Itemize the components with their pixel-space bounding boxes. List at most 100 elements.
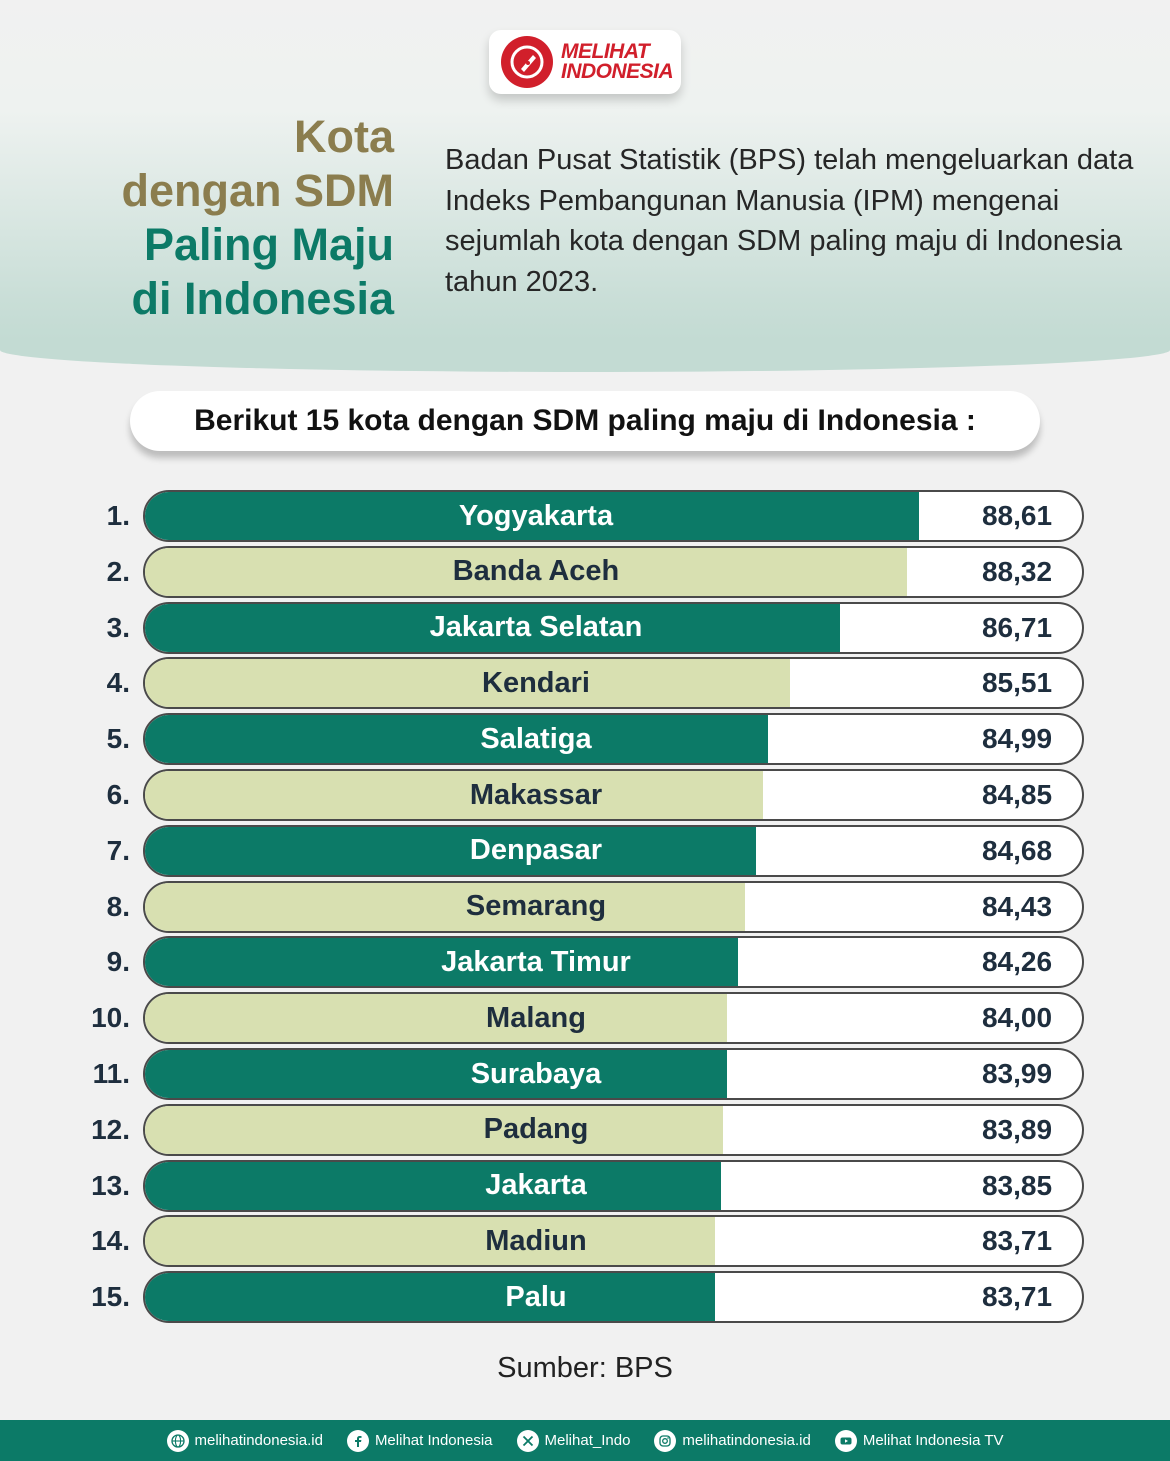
chart-row: 1. Yogyakarta 88,61 xyxy=(0,490,1170,542)
chart-row: 4. Kendari 85,51 xyxy=(0,657,1170,710)
brand-line-2: INDONESIA xyxy=(561,60,674,83)
value-label: 85,51 xyxy=(981,667,1053,699)
chart-row: 12. Padang 83,89 xyxy=(0,1103,1170,1156)
footer-link-label: Melihat Indonesia TV xyxy=(862,1432,1004,1449)
footer-link-label: Melihat_Indo xyxy=(544,1432,631,1449)
city-label: Jakarta Selatan xyxy=(429,611,643,644)
value-label: 84,43 xyxy=(981,890,1053,922)
value-label: 84,00 xyxy=(981,1002,1053,1034)
chart-row: 13. Jakarta 83,85 xyxy=(0,1159,1170,1212)
bar-track: Jakarta Selatan 86,71 xyxy=(143,601,1084,654)
bar xyxy=(145,771,763,819)
bar xyxy=(145,994,728,1043)
facebook-icon xyxy=(346,1429,369,1452)
rank-label: 13. xyxy=(91,1169,130,1201)
city-label: Surabaya xyxy=(470,1057,602,1090)
city-label: Denpasar xyxy=(469,834,603,867)
rank-label: 2. xyxy=(106,555,130,587)
bar-track: Jakarta Timur 84,26 xyxy=(143,936,1084,989)
rank-label: 10. xyxy=(91,1002,130,1034)
value-label: 83,89 xyxy=(981,1113,1053,1145)
source-note: Sumber: BPS xyxy=(497,1352,673,1384)
bar-track: Makassar 84,85 xyxy=(143,769,1084,821)
footer-link-label: melihatindonesia.id xyxy=(682,1432,811,1449)
city-label: Banda Aceh xyxy=(452,555,620,588)
bar xyxy=(145,659,791,708)
value-label: 83,71 xyxy=(981,1225,1053,1257)
footer-link-label: melihatindonesia.id xyxy=(194,1432,323,1449)
value-label: 88,32 xyxy=(981,555,1053,587)
bar xyxy=(145,492,919,540)
pen-nib-icon xyxy=(501,36,553,88)
youtube-icon xyxy=(834,1429,857,1452)
city-label: Jakarta Timur xyxy=(441,945,631,978)
chart-row: 11. Surabaya 83,99 xyxy=(0,1048,1170,1100)
title-line-2: dengan SDM xyxy=(121,165,394,216)
footer-link[interactable]: melihatindonesia.id xyxy=(166,1429,323,1452)
bar-track: Surabaya 83,99 xyxy=(143,1048,1084,1100)
value-label: 88,61 xyxy=(981,500,1053,531)
bar-track: Padang 83,89 xyxy=(143,1103,1084,1156)
value-label: 84,68 xyxy=(981,834,1053,866)
bar-track: Banda Aceh 88,32 xyxy=(143,545,1084,598)
bar-track: Semarang 84,43 xyxy=(143,880,1084,933)
city-label: Yogyakarta xyxy=(458,499,614,532)
footer-link-label: Melihat Indonesia xyxy=(374,1432,493,1449)
value-label: 83,71 xyxy=(981,1281,1053,1313)
chart-row: 9. Jakarta Timur 84,26 xyxy=(0,936,1170,989)
rank-label: 11. xyxy=(92,1058,130,1089)
bar-track: Madiun 83,71 xyxy=(143,1215,1084,1268)
rank-label: 12. xyxy=(91,1113,130,1145)
title-line-1: Kota xyxy=(294,111,394,162)
bar xyxy=(145,1161,722,1210)
bar xyxy=(145,1105,723,1154)
value-label: 84,85 xyxy=(981,779,1053,810)
bar xyxy=(145,938,739,987)
chart-subtitle: Berikut 15 kota dengan SDM paling maju d… xyxy=(130,391,1040,451)
bar-track: Salatiga 84,99 xyxy=(143,713,1084,766)
title-line-4: di Indonesia xyxy=(131,273,394,324)
rank-label: 14. xyxy=(91,1225,130,1257)
chart-subtitle-text: Berikut 15 kota dengan SDM paling maju d… xyxy=(194,404,976,437)
city-label: Madiun xyxy=(485,1224,587,1257)
intro-text: Badan Pusat Statistik (BPS) telah mengel… xyxy=(445,144,1134,298)
page-title: Kota dengan SDM Paling Maju di Indonesia xyxy=(34,110,394,326)
x-icon xyxy=(516,1429,539,1452)
value-label: 86,71 xyxy=(981,611,1053,643)
bar-track: Palu 83,71 xyxy=(143,1271,1084,1324)
value-label: 83,85 xyxy=(981,1169,1053,1201)
footer-link[interactable]: Melihat_Indo xyxy=(516,1429,631,1452)
instagram-icon xyxy=(654,1429,677,1452)
rank-label: 4. xyxy=(106,667,130,699)
bar xyxy=(145,715,769,764)
value-label: 84,26 xyxy=(981,946,1053,978)
city-label: Jakarta xyxy=(485,1169,587,1202)
bar xyxy=(145,603,840,652)
brand-wordmark: MELIHAT INDONESIA xyxy=(561,41,674,83)
footer-link[interactable]: melihatindonesia.id xyxy=(654,1429,811,1452)
rank-label: 9. xyxy=(106,946,130,978)
chart-row: 15. Palu 83,71 xyxy=(0,1271,1170,1324)
bar xyxy=(145,826,756,875)
bar xyxy=(145,1217,716,1266)
rank-label: 5. xyxy=(106,723,130,755)
rank-label: 8. xyxy=(106,890,130,922)
chart-row: 3. Jakarta Selatan 86,71 xyxy=(0,601,1170,654)
city-label: Semarang xyxy=(465,890,607,923)
chart-row: 6. Makassar 84,85 xyxy=(0,769,1170,821)
bar-track: Jakarta 83,85 xyxy=(143,1159,1084,1212)
bar-track: Denpasar 84,68 xyxy=(143,824,1084,877)
footer-link[interactable]: Melihat Indonesia TV xyxy=(834,1429,1004,1452)
social-footer: melihatindonesia.id Melihat Indonesia Meli… xyxy=(0,1420,1170,1461)
bar xyxy=(145,547,907,596)
chart-row: 8. Semarang 84,43 xyxy=(0,880,1170,933)
globe-icon xyxy=(166,1429,189,1452)
bar-track: Yogyakarta 88,61 xyxy=(143,490,1084,542)
chart-row: 10. Malang 84,00 xyxy=(0,992,1170,1045)
brand-logo[interactable]: MELIHAT INDONESIA xyxy=(489,30,681,94)
footer-link[interactable]: Melihat Indonesia xyxy=(346,1429,493,1452)
rank-label: 15. xyxy=(91,1281,130,1313)
bar-track: Kendari 85,51 xyxy=(143,657,1084,710)
city-label: Salatiga xyxy=(480,722,592,755)
city-label: Makassar xyxy=(469,778,603,811)
